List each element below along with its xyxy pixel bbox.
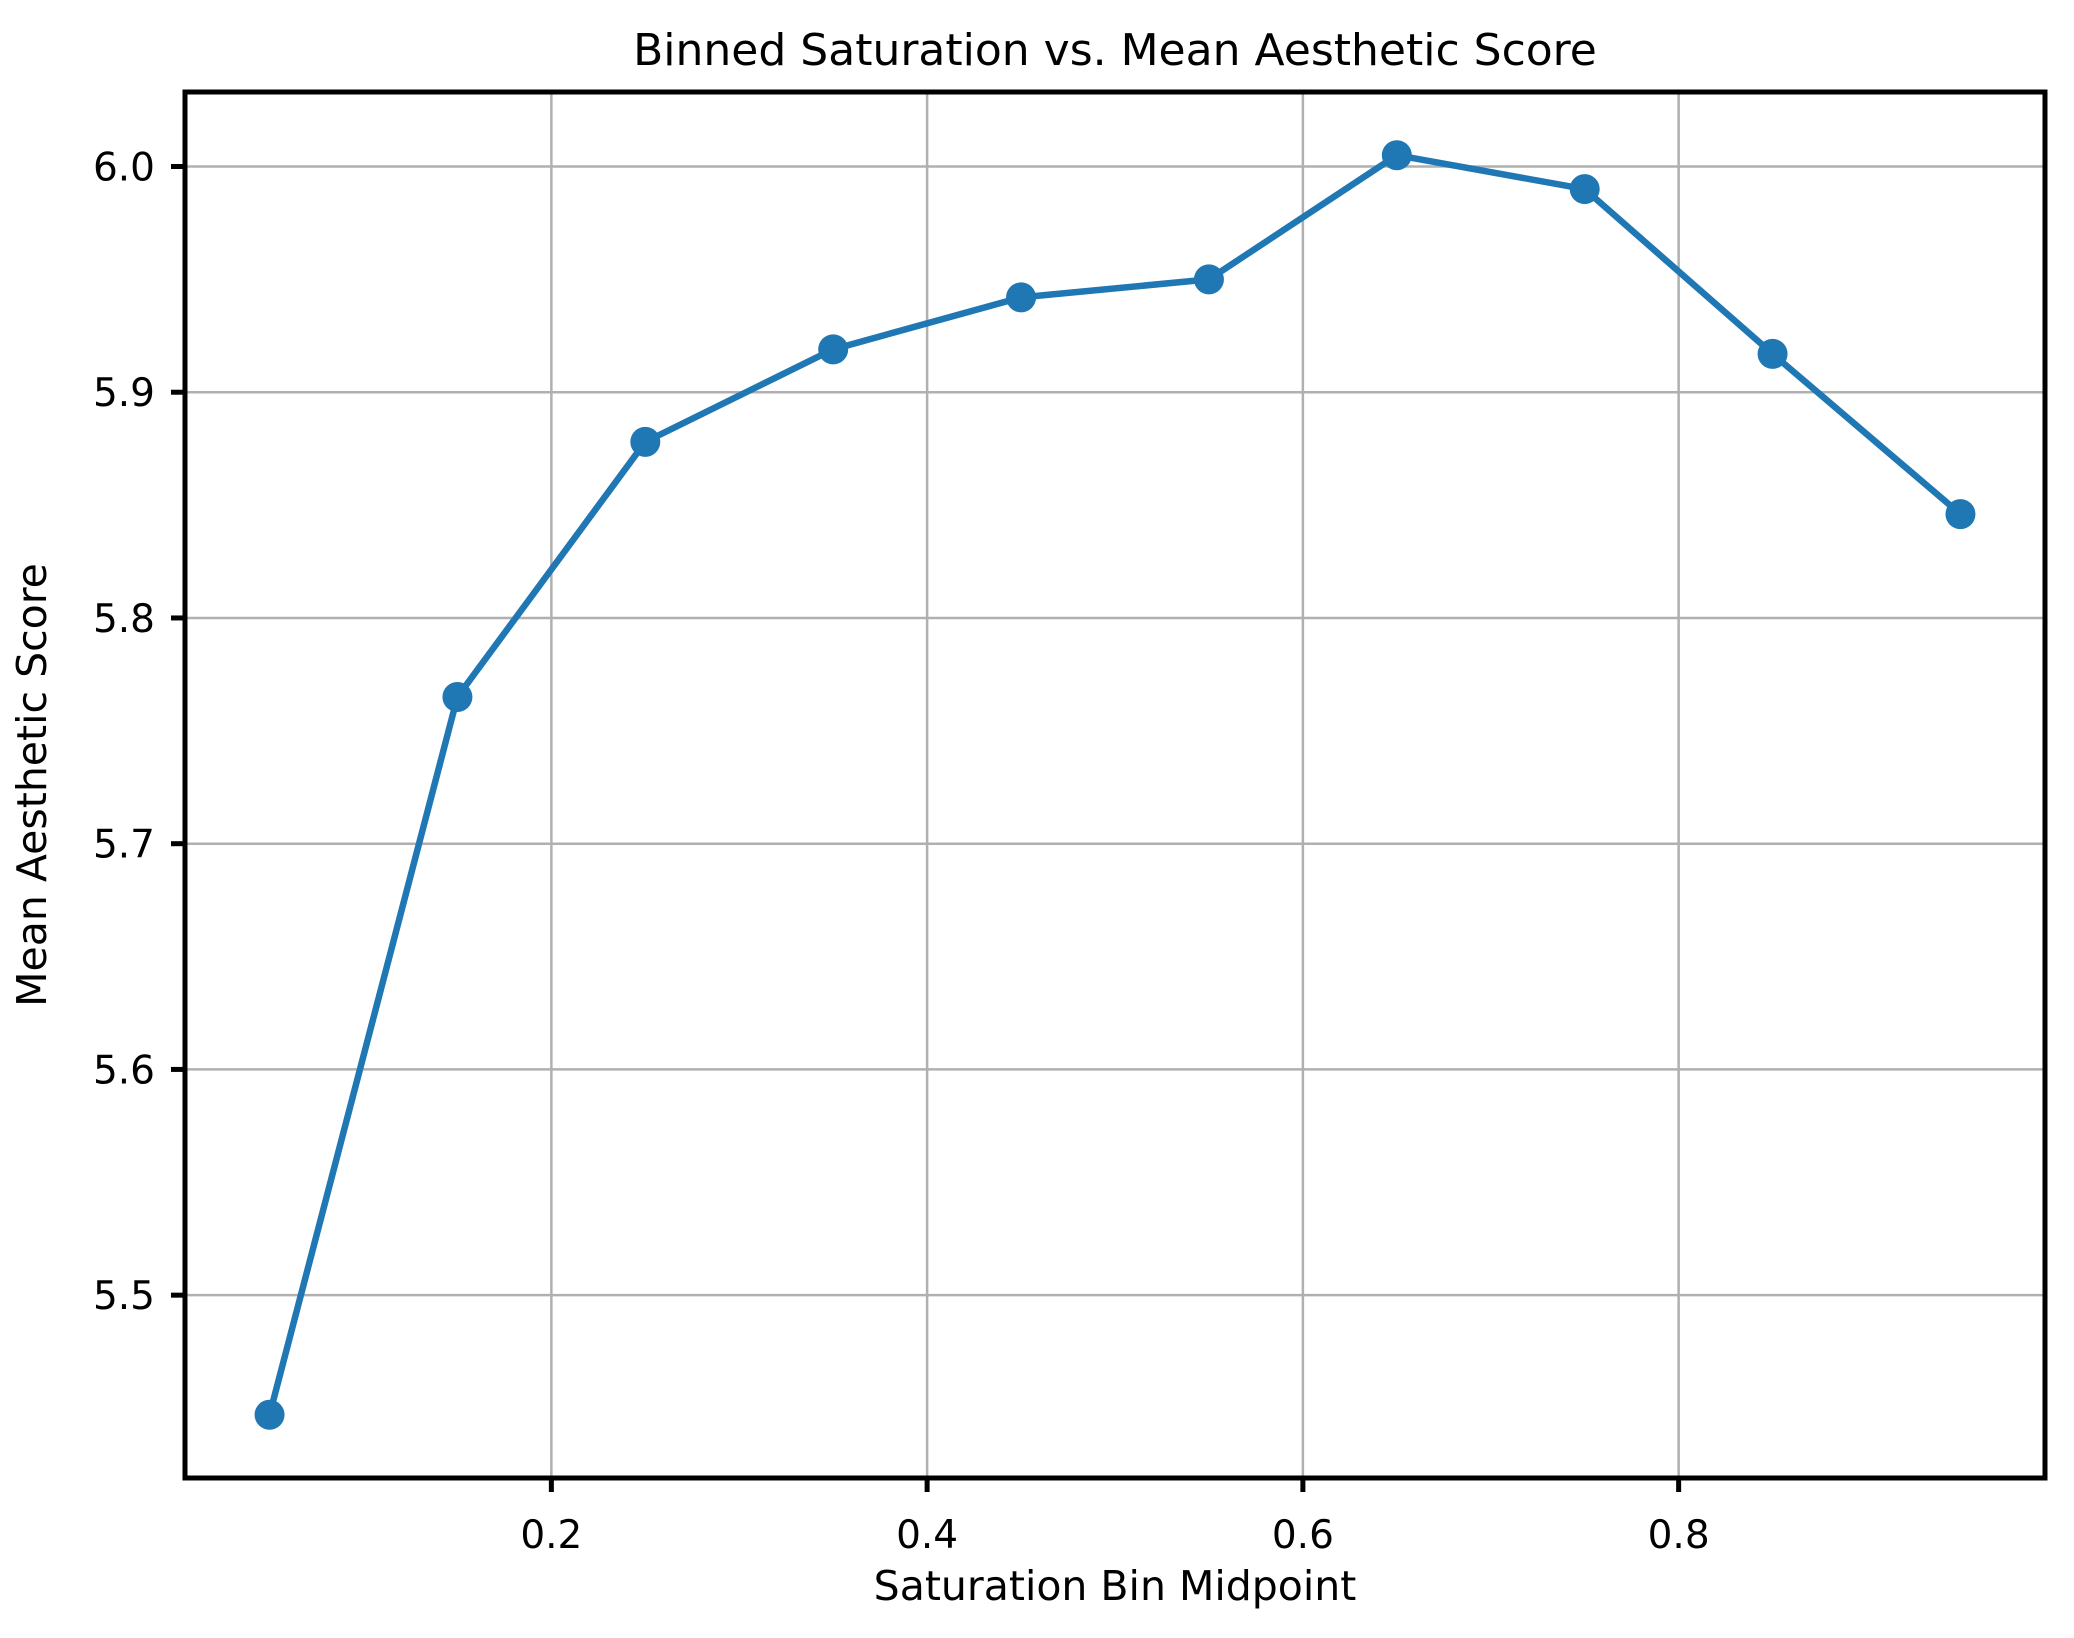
y-tick-label: 5.8 bbox=[93, 597, 155, 642]
x-tick-label: 0.8 bbox=[1648, 1513, 1710, 1558]
x-tick-label: 0.4 bbox=[896, 1513, 958, 1558]
x-axis-label: Saturation Bin Midpoint bbox=[874, 1562, 1357, 1610]
series-layer bbox=[254, 140, 1976, 1430]
plot-spines bbox=[182, 89, 2048, 1481]
data-point bbox=[630, 426, 661, 457]
y-tick-label: 5.7 bbox=[93, 823, 155, 868]
data-point bbox=[1193, 264, 1224, 295]
x-tick-label: 0.6 bbox=[1272, 1513, 1334, 1558]
data-point bbox=[1381, 140, 1412, 171]
data-point bbox=[1757, 338, 1788, 369]
y-tick-label: 5.9 bbox=[93, 371, 155, 416]
data-point bbox=[1569, 174, 1600, 205]
axes-layer bbox=[182, 89, 2048, 1481]
y-tick-label: 6.0 bbox=[93, 145, 155, 190]
y-tick-label: 5.5 bbox=[93, 1274, 155, 1319]
data-point bbox=[1945, 499, 1976, 530]
data-point bbox=[1006, 282, 1037, 313]
data-point bbox=[442, 681, 473, 712]
data-point bbox=[254, 1399, 285, 1430]
series-line bbox=[266, 151, 1963, 1416]
x-tick-label: 0.2 bbox=[520, 1513, 582, 1558]
ticks-layer: 0.2 0.4 0.6 0.8 5.5 5.6 5.7 5.8 5.9 6.0 bbox=[93, 145, 1710, 1558]
y-axis-label: Mean Aesthetic Score bbox=[8, 563, 56, 1007]
chart-title: Binned Saturation vs. Mean Aesthetic Sco… bbox=[633, 25, 1597, 76]
grid-layer bbox=[185, 92, 2045, 1478]
data-point bbox=[818, 334, 849, 365]
y-tick-label: 5.6 bbox=[93, 1048, 155, 1093]
